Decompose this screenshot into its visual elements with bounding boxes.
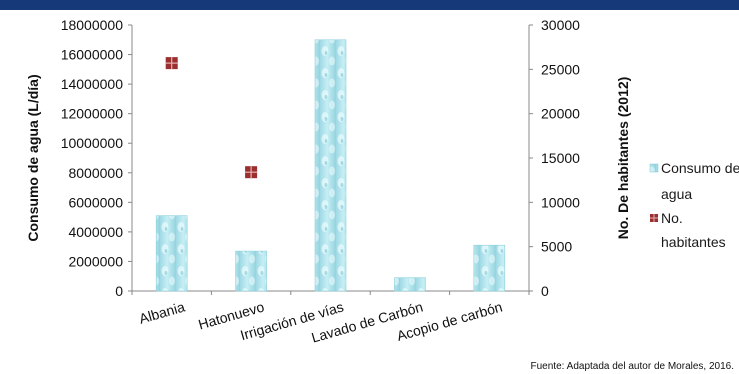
- left-y-ticks: 0 2000000 4000000 6000000 8000000 10000000 120…: [61, 17, 132, 299]
- left-tick-label: 0: [115, 283, 123, 299]
- right-tick-label: 20000: [541, 106, 580, 122]
- left-y-axis-label: Consumo de agua (L/día): [25, 74, 41, 241]
- legend-label-consumo-line2: agua: [661, 186, 692, 202]
- left-tick-label: 4000000: [68, 224, 123, 240]
- right-tick-label: 15000: [541, 150, 580, 166]
- left-tick-label: 18000000: [61, 17, 124, 33]
- bar-series: [155, 39, 506, 292]
- left-tick-label: 12000000: [61, 106, 124, 122]
- right-y-axis-label: No. De habitantes (2012): [615, 77, 631, 240]
- source-note: Fuente: Adaptada del autor de Morales, 2…: [531, 361, 734, 372]
- legend-label-habitantes-line1: No.: [661, 210, 683, 226]
- bar-consumo-4: [473, 244, 506, 292]
- bar-consumo-1: [235, 250, 267, 292]
- legend-swatch-consumo: [649, 163, 659, 173]
- left-tick-label: 2000000: [68, 253, 123, 269]
- x-tick-label: Albania: [137, 298, 187, 326]
- legend-label-consumo-line1: Consumo de: [661, 160, 739, 176]
- left-tick-label: 6000000: [68, 194, 123, 210]
- right-tick-label: 30000: [541, 17, 580, 33]
- bar-consumo-0: [155, 215, 188, 292]
- bar-consumo-3: [394, 277, 426, 292]
- legend-swatch-habitantes: [650, 214, 658, 222]
- right-y-ticks: 0 5000 10000 15000 20000 25000 30000: [529, 17, 580, 299]
- header-band: [0, 0, 739, 10]
- right-tick-label: 25000: [541, 61, 580, 77]
- legend: Consumo de agua No. habitantes: [649, 160, 739, 250]
- left-tick-label: 10000000: [61, 135, 124, 151]
- marker-habitantes-1: [245, 166, 258, 179]
- marker-series: [165, 57, 258, 179]
- right-tick-label: 0: [541, 283, 549, 299]
- left-tick-label: 14000000: [61, 76, 124, 92]
- marker-habitantes-0: [165, 57, 178, 70]
- right-tick-label: 10000: [541, 194, 580, 210]
- bar-consumo-2: [314, 39, 347, 292]
- legend-label-habitantes-line2: habitantes: [661, 234, 726, 250]
- left-tick-label: 8000000: [68, 165, 123, 181]
- left-tick-label: 16000000: [61, 47, 124, 63]
- right-tick-label: 5000: [541, 239, 572, 255]
